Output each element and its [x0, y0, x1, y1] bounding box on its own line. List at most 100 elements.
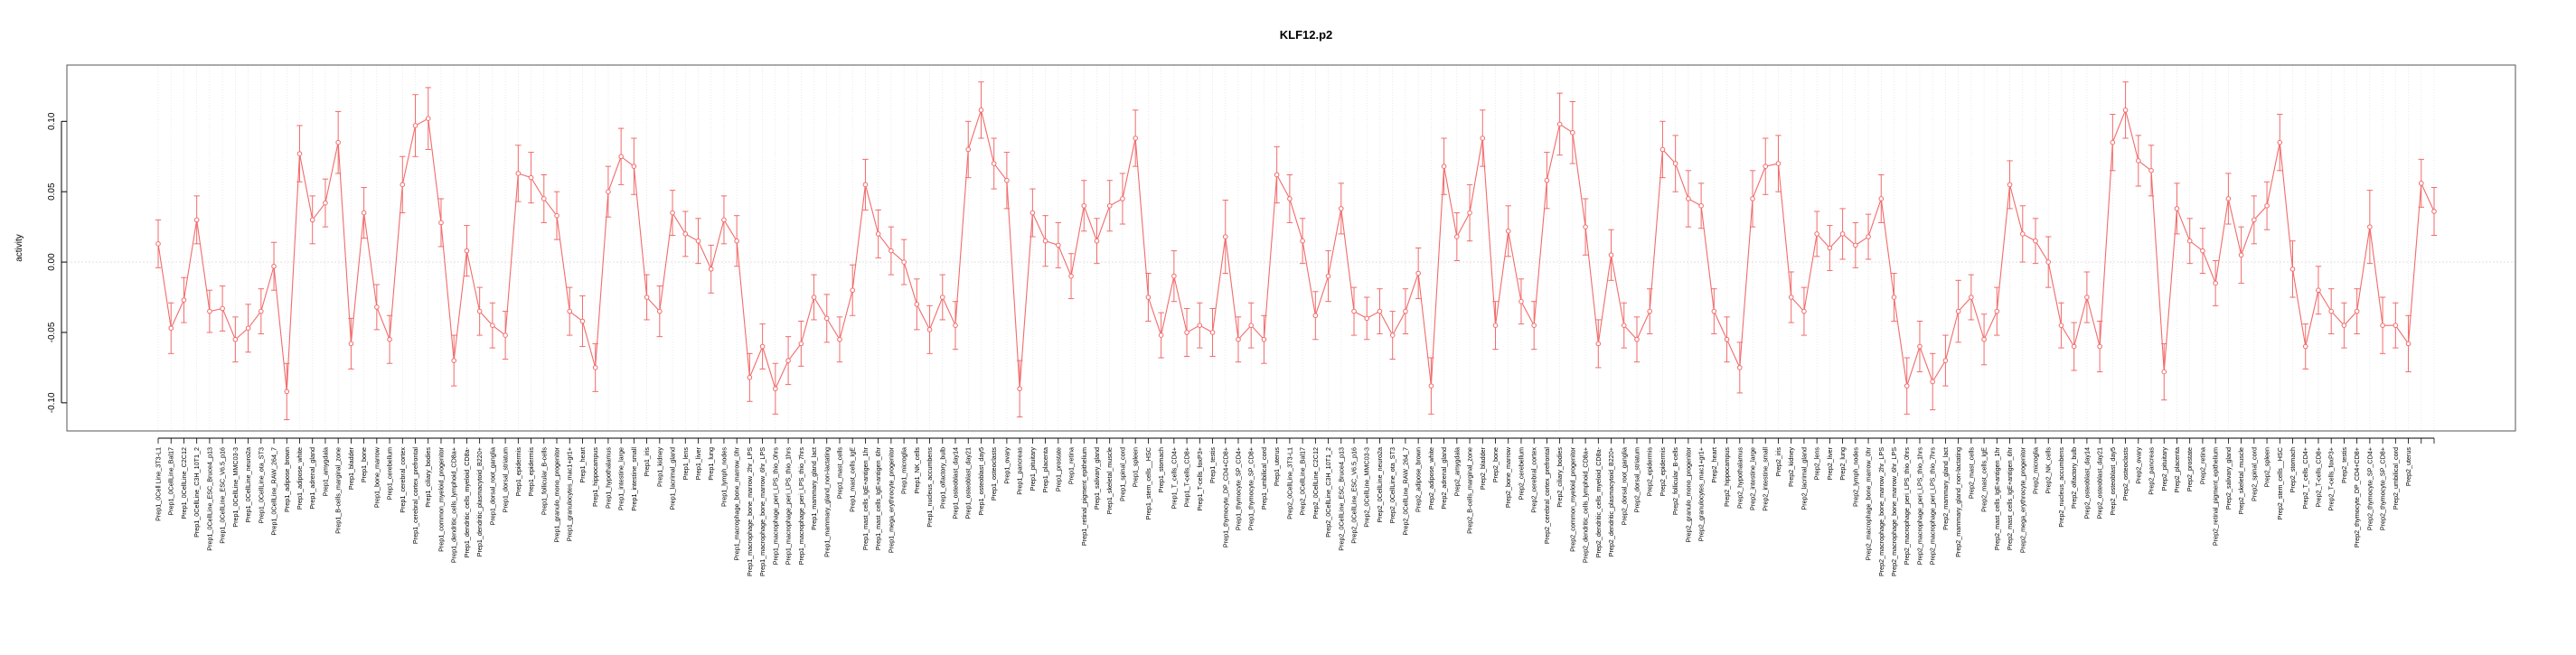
data-point — [387, 336, 392, 342]
x-tick-label: Prep2_testis — [2340, 447, 2348, 483]
data-point — [2405, 341, 2411, 347]
x-tick-label: Prep2_0CellLine_RAW_264_7 — [1401, 447, 1409, 536]
data-point — [2200, 248, 2205, 254]
data-point — [2354, 308, 2360, 314]
data-point — [2019, 231, 2026, 237]
x-tick-label: Prep2_macrophage_bone_marrow_6hr_LPS — [1890, 447, 1898, 576]
data-point — [1866, 234, 1871, 239]
x-tick-label: Prep2_dendritic_plasmacytoid_B220+ — [1607, 447, 1615, 557]
x-tick-label: Prep1_iris — [643, 447, 651, 477]
x-tick-label: Prep1_mast_cells_IgE+antigen_1hr — [861, 446, 870, 550]
data-point — [734, 238, 739, 244]
x-tick-label: Prep2_heart — [1710, 447, 1718, 483]
data-point — [1775, 161, 1782, 166]
data-point — [1750, 196, 1755, 201]
x-tick-label: Prep1_stem_cells__HSC — [1144, 447, 1152, 519]
x-axis: Prep1_0Cell Line_3T3-L1 Prep1_0CellLine_B… — [155, 437, 2435, 576]
data-point — [232, 336, 239, 342]
x-tick-label: Prep1_adipose_white — [296, 447, 304, 510]
data-point — [554, 212, 559, 219]
data-point — [1351, 308, 1357, 314]
data-point — [1608, 252, 1614, 258]
x-tick-label: Prep1_osteoblast_day21 — [964, 447, 973, 519]
data-point — [296, 151, 303, 156]
x-tick-label: Prep2_retinal_pigment_epithelium — [2212, 447, 2220, 546]
data-point — [1839, 231, 1846, 237]
x-tick-label: Prep2_mega_erythrocyte_progenitor — [2018, 446, 2026, 553]
x-tick-label: Prep1_0CellLine_ESC_V6.5_p16 — [219, 447, 227, 544]
data-point — [567, 308, 573, 314]
x-tick-label: Prep1_mammary_gland_non-lactating — [823, 447, 831, 557]
data-point — [1209, 330, 1216, 335]
data-point — [1788, 295, 1794, 300]
data-point — [773, 386, 778, 392]
x-tick-label: Prep1_retina — [1067, 447, 1076, 484]
data-point — [901, 259, 907, 265]
data-point — [1312, 313, 1319, 319]
data-point — [2277, 139, 2283, 145]
x-tick-label: Prep1_hypothalamus — [604, 447, 612, 509]
data-point — [1904, 383, 1910, 388]
data-point — [721, 217, 727, 223]
x-tick-label: Prep1_0CellLine_MMC03-3 — [231, 447, 240, 528]
x-tick-label: Prep1_0CellLine_C2C12 — [180, 447, 188, 519]
data-point — [1480, 136, 1486, 141]
x-tick-label: Prep2_hypothalamus — [1735, 447, 1744, 509]
x-tick-label: Prep1_thymocyte_SP_CD4+ — [1234, 447, 1242, 530]
data-point — [412, 123, 418, 128]
data-point — [2213, 280, 2218, 286]
x-tick-label: Prep2_0CellLine_ESC_V6.5_p16 — [1350, 447, 1359, 544]
x-tick-label: Prep1_liver — [694, 446, 702, 480]
x-tick-label: Prep2_microglia — [2031, 447, 2039, 494]
data-point — [2393, 323, 2399, 328]
x-tick-label: Prep1_microglia — [900, 447, 908, 494]
x-tick-label: Prep1_lacrimal_gland — [669, 447, 677, 510]
data-point — [490, 323, 495, 328]
data-point — [785, 358, 791, 363]
x-tick-label: Prep2_macrophage_peri_LPS_thio_7hrs — [1929, 447, 1937, 566]
x-tick-label: Prep1_adipose_brown — [283, 447, 291, 512]
data-point — [374, 304, 380, 310]
x-tick-label: Prep1_intestine_small — [630, 447, 638, 511]
x-tick-label: Prep1_salivary_gland — [1093, 447, 1101, 510]
data-point — [888, 248, 894, 254]
data-point — [1917, 343, 1923, 350]
x-tick-label: Prep1_0CellLine_ota_ST3 — [257, 447, 265, 523]
data-point — [1505, 229, 1511, 234]
x-tick-label: Prep2_adipose_white — [1427, 447, 1435, 510]
data-point — [1197, 323, 1203, 328]
data-point — [579, 318, 586, 324]
x-tick-label: Prep2_pancreas — [2148, 447, 2156, 495]
data-point — [875, 231, 881, 237]
data-point — [2033, 238, 2038, 244]
data-point — [1994, 308, 2000, 314]
data-point — [747, 375, 753, 380]
x-tick-label: Prep2_lens — [1813, 447, 1821, 481]
data-point — [1878, 196, 1885, 201]
x-tick-label: Prep1_granulo_mono_progenitor — [553, 446, 561, 542]
data-point — [1300, 238, 1305, 244]
data-point — [1415, 270, 1421, 276]
data-point — [220, 305, 225, 312]
data-point — [181, 297, 187, 303]
data-point — [323, 200, 328, 206]
x-tick-label: Prep2_lymph_nodes — [1851, 447, 1859, 507]
data-point — [1467, 210, 1472, 216]
x-tick-label: Prep2_intestine_small — [1762, 447, 1770, 511]
x-tick-label: Prep2_mast_cells — [1967, 447, 1975, 500]
data-point — [1969, 295, 1974, 300]
data-point — [1595, 341, 1602, 347]
data-point — [284, 388, 290, 395]
data-point — [2084, 295, 2090, 300]
x-tick-label: Prep2_mammary_gland_lact — [1941, 447, 1950, 530]
series-line — [157, 108, 2435, 392]
x-tick-label: Prep2_dendritic_cells_lymphoid_CD8a+ — [1582, 447, 1590, 563]
data-point — [245, 325, 251, 332]
data-point — [1248, 323, 1255, 328]
data-point — [309, 217, 315, 223]
y-tick-label: 0.10 — [47, 112, 57, 130]
x-tick-label: Prep2_mast_cells_IgE+antigen_6hr — [2006, 446, 2014, 550]
data-point — [2431, 209, 2437, 214]
data-point — [1763, 164, 1769, 169]
data-point — [2328, 308, 2334, 314]
